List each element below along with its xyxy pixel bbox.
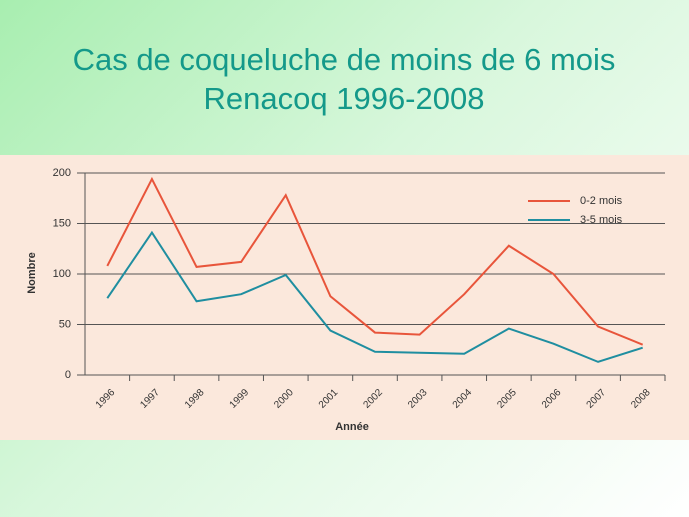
x-axis-label: Année [335, 421, 369, 433]
series-line [106, 176, 644, 346]
y-tick-label: 100 [53, 268, 71, 280]
chart-title: Cas de coqueluche de moins de 6 mois [73, 42, 616, 77]
y-axis-label: Nombre [26, 252, 38, 294]
chart-subtitle: Renacoq 1996-2008 [204, 81, 485, 116]
y-tick-label: 150 [53, 217, 71, 229]
series-line [106, 230, 643, 363]
legend-label: 0-2 mois [580, 195, 623, 207]
legend-label: 3-5 mois [580, 214, 623, 226]
y-tick-label: 200 [53, 167, 71, 179]
y-tick-label: 50 [59, 318, 71, 330]
y-tick-label: 0 [65, 369, 71, 381]
